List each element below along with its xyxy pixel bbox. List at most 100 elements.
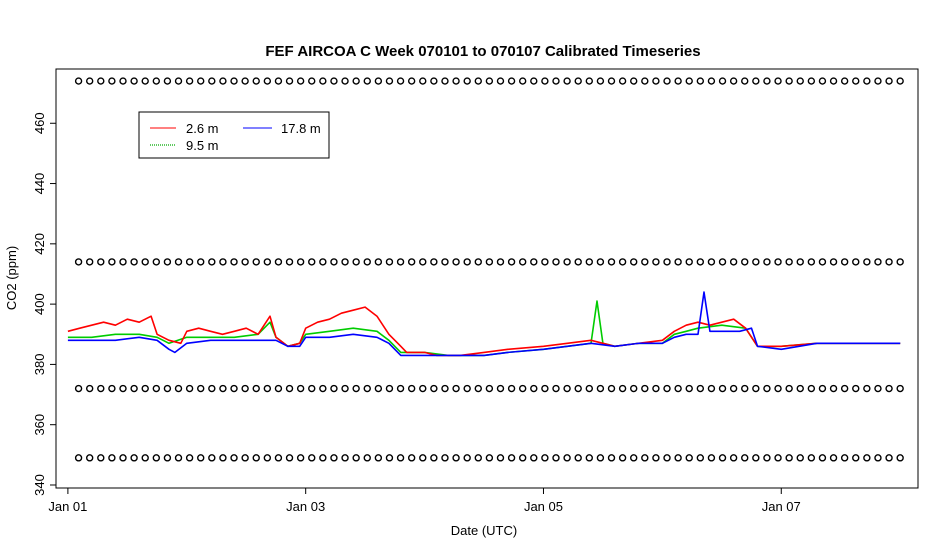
reference-marker <box>197 77 205 85</box>
reference-marker <box>308 384 316 393</box>
reference-marker <box>363 384 371 393</box>
reference-marker <box>474 454 482 462</box>
reference-marker <box>352 454 360 462</box>
reference-marker <box>696 454 705 462</box>
reference-marker <box>352 384 360 393</box>
reference-marker <box>385 454 394 462</box>
reference-marker <box>807 384 816 393</box>
reference-marker <box>330 77 338 85</box>
reference-marker <box>718 384 727 393</box>
reference-marker <box>319 258 327 266</box>
reference-marker <box>174 77 183 85</box>
reference-marker <box>785 77 793 85</box>
reference-marker <box>374 77 383 85</box>
reference-marker <box>752 77 760 85</box>
x-tick-label: Jan 01 <box>48 499 87 514</box>
reference-marker <box>352 258 360 266</box>
y-tick-label: 420 <box>32 233 47 255</box>
reference-marker <box>74 454 83 462</box>
reference-marker <box>663 77 671 85</box>
reference-marker <box>330 384 338 393</box>
series-line-2-6-m <box>67 306 901 357</box>
reference-marker <box>874 454 882 462</box>
reference-marker <box>641 384 649 393</box>
reference-marker <box>463 258 471 266</box>
reference-marker <box>474 384 482 393</box>
x-axis: Jan 01 Jan 03 Jan 05 Jan 07 <box>48 488 801 514</box>
reference-marker <box>319 384 327 393</box>
reference-marker <box>552 454 560 462</box>
reference-marker <box>518 77 527 85</box>
reference-marker <box>230 384 238 393</box>
reference-marker <box>563 77 571 85</box>
reference-marker <box>818 77 827 85</box>
reference-marker <box>130 77 138 85</box>
reference-marker <box>430 258 438 266</box>
reference-marker <box>174 454 183 462</box>
reference-marker <box>85 384 94 393</box>
reference-marker <box>652 384 660 393</box>
reference-marker <box>252 77 260 85</box>
reference-marker <box>652 454 660 462</box>
reference-marker <box>419 258 427 266</box>
reference-marker <box>152 258 161 266</box>
reference-marker <box>396 77 405 85</box>
legend-label-9-5m: 9.5 m <box>186 138 219 153</box>
reference-marker <box>374 258 383 266</box>
y-tick-label: 380 <box>32 354 47 376</box>
reference-marker <box>696 384 705 393</box>
reference-marker <box>230 77 238 85</box>
reference-marker <box>430 454 438 462</box>
reference-marker <box>685 258 693 266</box>
y-tick-label: 460 <box>32 112 47 134</box>
reference-marker <box>785 258 793 266</box>
reference-marker <box>485 258 494 266</box>
reference-marker <box>119 454 127 462</box>
reference-marker <box>507 384 516 393</box>
reference-marker <box>585 454 593 462</box>
reference-marker <box>385 77 394 85</box>
reference-marker <box>774 77 782 85</box>
reference-marker <box>741 454 749 462</box>
reference-marker <box>696 258 705 266</box>
reference-marker <box>641 77 649 85</box>
reference-marker <box>219 258 227 266</box>
reference-marker <box>141 384 149 393</box>
reference-marker <box>263 384 272 393</box>
reference-marker <box>729 454 738 462</box>
reference-marker <box>308 258 316 266</box>
reference-marker <box>74 258 83 266</box>
y-tick-label: 360 <box>32 414 47 436</box>
reference-marker <box>119 384 127 393</box>
reference-marker <box>385 384 394 393</box>
reference-marker <box>818 454 827 462</box>
reference-marker <box>885 77 893 85</box>
reference-marker <box>674 77 682 85</box>
reference-marker <box>463 454 471 462</box>
reference-marker <box>419 384 427 393</box>
reference-marker <box>85 77 94 85</box>
reference-marker <box>752 454 760 462</box>
reference-marker <box>474 77 482 85</box>
reference-marker <box>541 384 549 393</box>
x-axis-label: Date (UTC) <box>451 523 517 538</box>
reference-marker <box>707 258 716 266</box>
reference-marker <box>485 77 494 85</box>
reference-marker <box>219 384 227 393</box>
reference-marker <box>341 258 349 266</box>
reference-marker <box>330 454 338 462</box>
reference-marker <box>241 454 249 462</box>
reference-marker <box>197 454 205 462</box>
reference-marker <box>185 258 194 266</box>
reference-marker <box>385 258 394 266</box>
reference-marker <box>97 258 105 266</box>
reference-marker <box>696 77 705 85</box>
reference-marker <box>97 77 105 85</box>
reference-marker <box>141 454 149 462</box>
reference-marker <box>396 454 405 462</box>
reference-marker <box>108 454 116 462</box>
reference-marker <box>219 454 227 462</box>
reference-marker <box>563 258 571 266</box>
reference-marker <box>840 454 849 462</box>
reference-marker <box>285 258 294 266</box>
